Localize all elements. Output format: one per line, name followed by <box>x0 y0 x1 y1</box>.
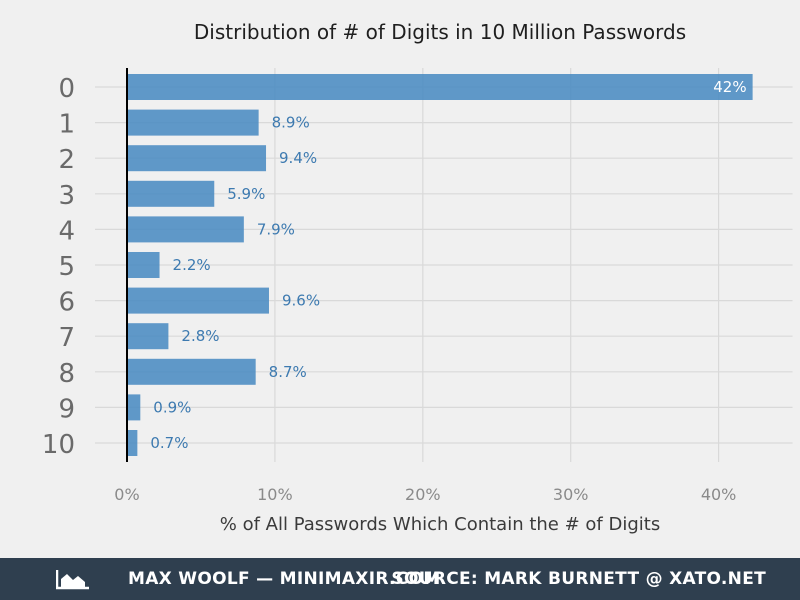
x-tick-label: 30% <box>553 485 589 504</box>
category-label: 7 <box>58 323 75 353</box>
category-label: 9 <box>58 394 75 424</box>
bar <box>127 74 753 100</box>
bar <box>127 252 160 278</box>
category-label: 10 <box>42 430 75 460</box>
data-label: 9.4% <box>279 149 317 167</box>
bars: 42% 8.9% 9.4% 5.9% 7.9% 2.2% 9.6% 2.8% 8.7% 0.9% 0… <box>127 74 753 456</box>
data-label: 8.7% <box>269 363 307 381</box>
category-label: 5 <box>58 252 75 282</box>
category-labels: 0 1 2 3 4 5 6 7 8 9 10 <box>42 74 75 460</box>
data-label: 42% <box>713 78 746 96</box>
data-label: 2.8% <box>181 327 219 345</box>
category-label: 2 <box>58 145 75 175</box>
data-label: 7.9% <box>257 220 295 238</box>
bar <box>127 145 267 172</box>
footer-bar: MAX WOOLF — MINIMAXIR.COM SOURCE: MARK B… <box>0 558 800 600</box>
data-label: 8.9% <box>272 114 310 132</box>
data-label: 0.9% <box>153 398 191 416</box>
category-label: 6 <box>58 288 75 318</box>
bar <box>127 180 215 207</box>
footer-author: MAX WOOLF — MINIMAXIR.COM <box>128 569 441 589</box>
x-tick-label: 40% <box>701 485 737 504</box>
bar-chart: Distribution of # of Digits in 10 Millio… <box>42 20 793 535</box>
x-tick-label: 20% <box>405 485 441 504</box>
chart-title: Distribution of # of Digits in 10 Millio… <box>194 20 686 44</box>
bar <box>127 216 244 243</box>
x-tick-labels: 0% 10% 20% 30% 40% <box>114 485 736 504</box>
bar <box>127 394 141 421</box>
category-label: 3 <box>58 181 75 211</box>
category-label: 8 <box>58 359 75 389</box>
bar <box>127 430 138 456</box>
x-tick-label: 0% <box>114 485 139 504</box>
x-axis-title: % of All Passwords Which Contain the # o… <box>220 514 660 535</box>
bar <box>127 109 259 136</box>
data-label: 5.9% <box>227 185 265 203</box>
footer-source: SOURCE: MARK BURNETT @ XATO.NET <box>391 569 766 589</box>
data-label: 0.7% <box>150 434 188 452</box>
bar <box>127 358 256 385</box>
area-chart-icon <box>56 570 89 590</box>
category-label: 1 <box>58 110 75 140</box>
bar <box>127 287 269 314</box>
data-label: 9.6% <box>282 292 320 310</box>
category-label: 4 <box>58 216 75 246</box>
category-label: 0 <box>58 74 75 104</box>
bar <box>127 323 169 350</box>
data-label: 2.2% <box>173 256 211 274</box>
x-tick-label: 10% <box>257 485 293 504</box>
